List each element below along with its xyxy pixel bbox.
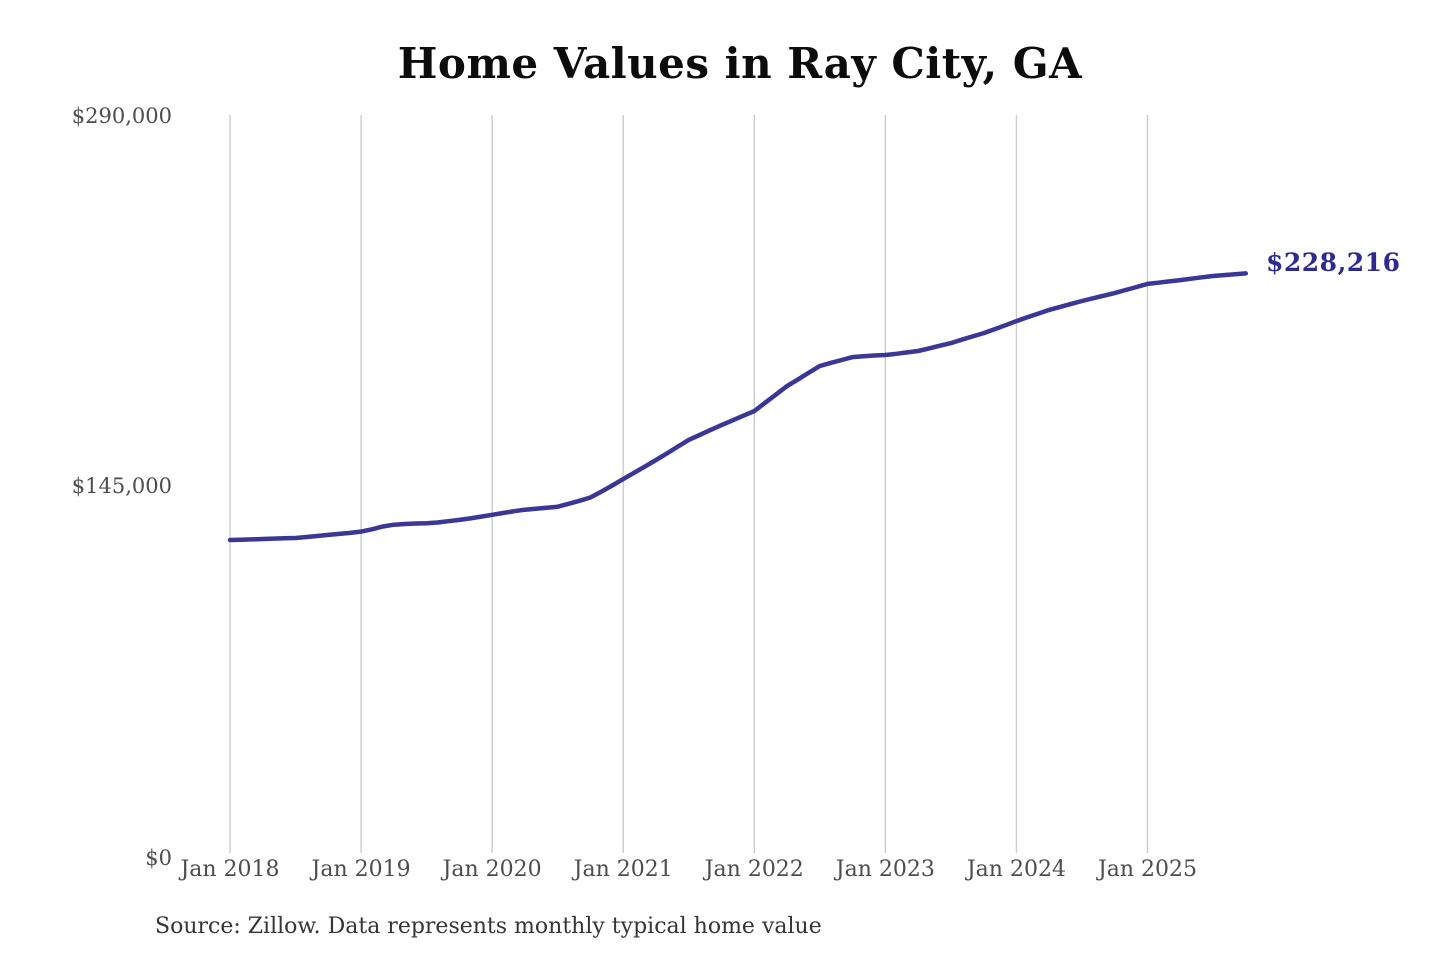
x-axis-label: Jan 2020 xyxy=(442,857,542,882)
x-axis-label: Jan 2023 xyxy=(835,857,935,882)
y-axis-label: $0 xyxy=(145,846,172,870)
x-axis-label: Jan 2019 xyxy=(311,857,411,882)
x-axis-label: Jan 2022 xyxy=(704,857,804,882)
y-axis-label: $290,000 xyxy=(71,104,172,128)
chart-title: Home Values in Ray City, GA xyxy=(397,39,1083,88)
x-axis-label: Jan 2018 xyxy=(180,857,280,882)
latest-value-label: $228,216 xyxy=(1266,248,1401,277)
x-axis-label: Jan 2021 xyxy=(573,857,673,882)
source-note: Source: Zillow. Data represents monthly … xyxy=(155,914,822,939)
x-axis-label: Jan 2024 xyxy=(966,857,1066,882)
x-axis-label: Jan 2025 xyxy=(1097,857,1198,882)
home-value-line xyxy=(227,271,1249,543)
y-axis-label: $145,000 xyxy=(71,473,172,498)
